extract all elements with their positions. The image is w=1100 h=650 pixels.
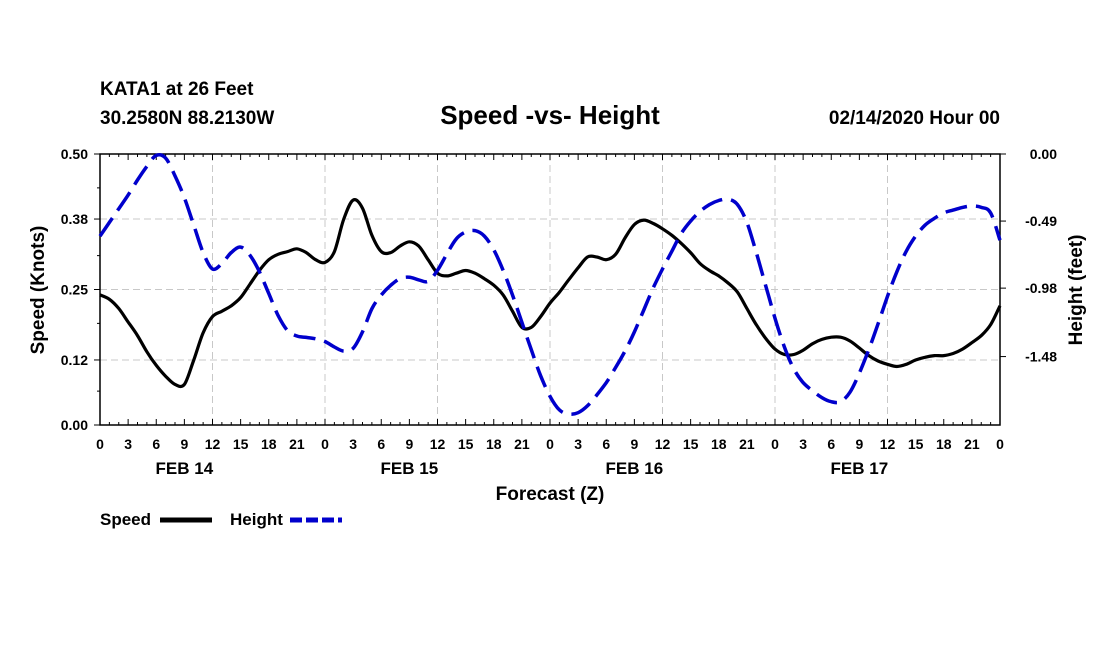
x-tick-label: 6 — [152, 436, 160, 452]
grid-layer — [100, 154, 1000, 425]
x-tick-label: 0 — [996, 436, 1004, 452]
coords-label: 30.2580N 88.2130W — [100, 108, 274, 129]
series-layer — [98, 152, 1002, 416]
legend-height-label: Height — [230, 510, 283, 529]
series-line-height — [98, 152, 1002, 416]
x-tick-label: 6 — [602, 436, 610, 452]
station-label: KATA1 at 26 Feet — [100, 79, 254, 100]
x-tick-label: 0 — [771, 436, 779, 452]
y-tick-label-left: 0.25 — [61, 282, 88, 298]
x-tick-label: 21 — [964, 436, 980, 452]
y-tick-label-right: -0.49 — [1025, 213, 1057, 229]
x-tick-label: 12 — [655, 436, 671, 452]
x-tick-label: 3 — [349, 436, 357, 452]
day-label: FEB 17 — [831, 459, 889, 478]
x-tick-label: 9 — [855, 436, 863, 452]
x-tick-label: 15 — [233, 436, 249, 452]
legend-speed-label: Speed — [100, 510, 151, 529]
x-axis-title: Forecast (Z) — [496, 484, 605, 505]
x-tick-label: 12 — [205, 436, 221, 452]
x-tick-label: 3 — [124, 436, 132, 452]
x-tick-label: 9 — [405, 436, 413, 452]
x-tick-label: 6 — [377, 436, 385, 452]
x-tick-label: 15 — [683, 436, 699, 452]
y-tick-label-left: 0.50 — [61, 146, 88, 162]
x-tick-label: 0 — [96, 436, 104, 452]
day-label: FEB 16 — [606, 459, 664, 478]
y-tick-label-right: -0.98 — [1025, 280, 1057, 296]
x-tick-label: 12 — [880, 436, 896, 452]
x-tick-label: 15 — [908, 436, 924, 452]
day-label: FEB 14 — [156, 459, 214, 478]
x-tick-label: 0 — [546, 436, 554, 452]
x-tick-label: 18 — [261, 436, 277, 452]
chart-title: Speed -vs- Height — [440, 100, 660, 130]
x-tick-label: 15 — [458, 436, 474, 452]
y-tick-label-left: 0.00 — [61, 417, 88, 433]
y-tick-label-left: 0.38 — [61, 211, 88, 227]
x-tick-label: 18 — [936, 436, 952, 452]
x-tick-label: 9 — [180, 436, 188, 452]
x-tick-label: 21 — [739, 436, 755, 452]
axes-layer: 0 3 6 9 12 15 18 21 0 3 6 9 12 15 18 21 0 3 6 9 12 15 18 21 0 3 6 9… — [61, 146, 1057, 478]
datetime-label: 02/14/2020 Hour 00 — [829, 108, 1000, 129]
x-tick-label: 12 — [430, 436, 446, 452]
x-tick-label: 9 — [630, 436, 638, 452]
x-tick-label: 0 — [321, 436, 329, 452]
y-tick-label-left: 0.12 — [61, 352, 88, 368]
series-line-speed — [99, 198, 1002, 389]
y-axis-title-left: Speed (Knots) — [28, 226, 49, 355]
x-tick-label: 6 — [827, 436, 835, 452]
y-tick-label-right: -1.48 — [1025, 349, 1057, 365]
x-tick-label: 21 — [514, 436, 530, 452]
x-tick-label: 3 — [799, 436, 807, 452]
y-axis-title-right: Height (feet) — [1066, 235, 1087, 346]
x-tick-label: 21 — [289, 436, 305, 452]
y-tick-label-right: 0.00 — [1030, 146, 1057, 162]
x-tick-label: 18 — [711, 436, 727, 452]
x-tick-label: 3 — [574, 436, 582, 452]
day-label: FEB 15 — [381, 459, 439, 478]
x-tick-label: 18 — [486, 436, 502, 452]
